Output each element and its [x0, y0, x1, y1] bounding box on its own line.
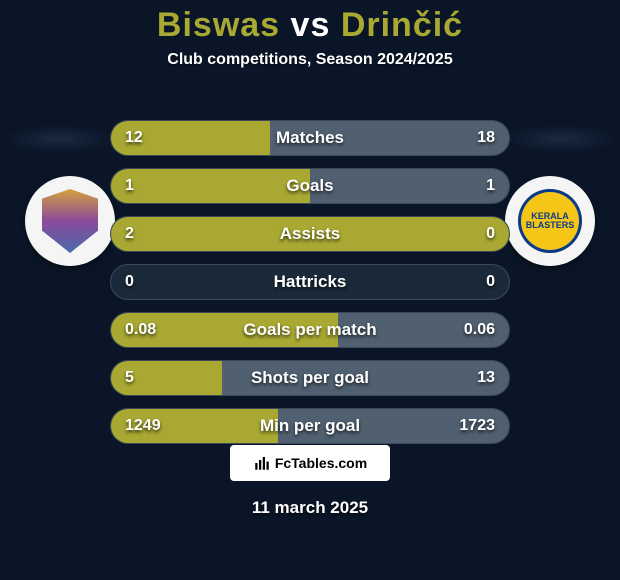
stat-value-right: 1 — [486, 169, 495, 203]
crest-shadow-left — [4, 125, 114, 153]
brand-badge[interactable]: FcTables.com — [230, 445, 390, 481]
comparison-bars: 1218Matches11Goals20Assists00Hattricks0.… — [110, 120, 510, 456]
stat-value-left: 1249 — [125, 409, 161, 443]
page-title: Biswas vs Drinčić — [0, 0, 620, 45]
crest-right-label: KERALA BLASTERS — [518, 212, 582, 231]
bar-fill-right — [222, 361, 509, 395]
club-crest-right: KERALA BLASTERS — [505, 176, 595, 266]
club-crest-left — [25, 176, 115, 266]
stat-value-right: 1723 — [459, 409, 495, 443]
stat-value-right: 0 — [486, 217, 495, 251]
chart-icon — [253, 454, 271, 472]
stat-value-left: 0 — [125, 265, 134, 299]
shield-icon — [42, 189, 98, 253]
stat-value-left: 12 — [125, 121, 143, 155]
stat-value-left: 2 — [125, 217, 134, 251]
date-text: 11 march 2025 — [0, 498, 620, 518]
bar-fill-right — [270, 121, 509, 155]
stat-bar: 11Goals — [110, 168, 510, 204]
stat-value-left: 5 — [125, 361, 134, 395]
stat-value-left: 0.08 — [125, 313, 156, 347]
player-a-name: Biswas — [157, 6, 280, 44]
bar-fill-left — [111, 169, 310, 203]
stat-value-right: 0 — [486, 265, 495, 299]
stat-value-right: 13 — [477, 361, 495, 395]
stat-value-right: 0.06 — [464, 313, 495, 347]
subtitle: Club competitions, Season 2024/2025 — [0, 51, 620, 69]
stat-label: Hattricks — [111, 265, 509, 299]
player-b-name: Drinčić — [341, 6, 463, 44]
brand-text: FcTables.com — [275, 455, 367, 471]
stat-bar: 20Assists — [110, 216, 510, 252]
stat-bar: 0.080.06Goals per match — [110, 312, 510, 348]
stat-bar: 0 0Hattricks — [110, 264, 510, 300]
bar-fill-right — [310, 169, 509, 203]
stat-value-left: 1 — [125, 169, 134, 203]
elephant-badge-icon: KERALA BLASTERS — [518, 189, 582, 253]
crest-shadow-right — [506, 125, 616, 153]
stat-bar: 513Shots per goal — [110, 360, 510, 396]
stat-bar: 1218Matches — [110, 120, 510, 156]
stat-bar: 12491723Min per goal — [110, 408, 510, 444]
stat-value-right: 18 — [477, 121, 495, 155]
bar-fill-left — [111, 217, 509, 251]
vs-text: vs — [291, 6, 331, 44]
